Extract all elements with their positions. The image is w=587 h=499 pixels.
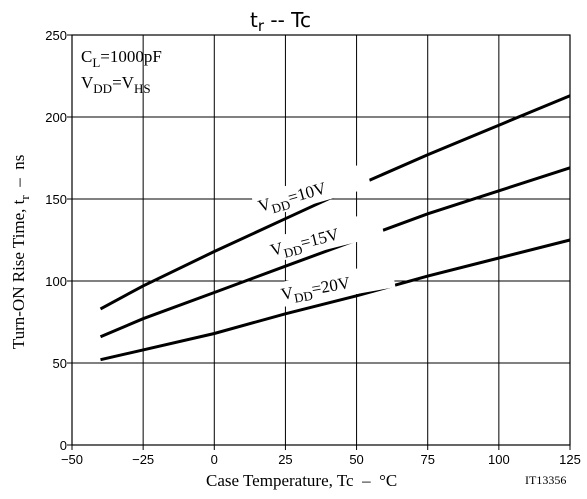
condition-supply-voltage: VDD=VHS xyxy=(81,73,151,96)
series-line-3 xyxy=(100,238,571,362)
x-tick-label: 50 xyxy=(349,452,363,467)
series-label-backing xyxy=(274,262,396,308)
y-tick-label: 150 xyxy=(45,192,67,207)
series-line-2 xyxy=(99,166,571,339)
figure-code: IT13356 xyxy=(525,473,566,487)
y-axis-label: Turn-ON Rise Time, tr – ns xyxy=(9,142,32,370)
series-labels: VDD=10V VDD=15V VDD=20V xyxy=(251,163,396,308)
x-tick-label: 25 xyxy=(278,452,292,467)
x-tick-label: 0 xyxy=(211,452,218,467)
y-tick-label: 0 xyxy=(60,438,67,453)
chart-title: tr -- Tc xyxy=(250,8,311,35)
y-tick-label: 100 xyxy=(45,274,67,289)
series-line-1 xyxy=(99,94,571,311)
condition-load-capacitance: CL=1000pF xyxy=(81,47,162,70)
y-tick-label: 50 xyxy=(53,356,67,371)
chart-title-rest: -- Tc xyxy=(264,8,311,32)
x-tick-label: 75 xyxy=(420,452,434,467)
y-tick-label: 250 xyxy=(45,28,67,43)
tick-labels: −50 −25 0 25 50 75 100 125 0 50 100 150 200 250 xyxy=(45,28,581,467)
x-tick-label: 125 xyxy=(559,452,581,467)
chart-title-main: t xyxy=(250,8,258,32)
chart-title-sub: r xyxy=(258,17,265,35)
series-label-backing xyxy=(251,163,372,220)
x-tick-label: 100 xyxy=(488,452,510,467)
y-tick-label: 200 xyxy=(45,110,67,125)
x-tick-label: −50 xyxy=(61,452,83,467)
x-tick-label: −25 xyxy=(132,452,154,467)
series-label-backing xyxy=(263,210,385,264)
plot-frame xyxy=(71,34,571,446)
series-curves xyxy=(99,94,571,362)
x-axis-label: Case Temperature, Tc – °C xyxy=(206,471,397,490)
